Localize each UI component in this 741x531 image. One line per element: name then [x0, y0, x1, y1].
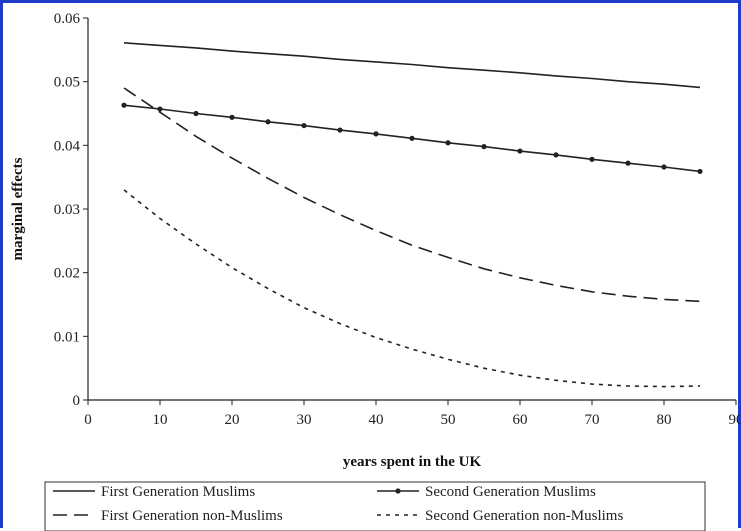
axes [87, 18, 736, 401]
legend-box [44, 481, 706, 531]
series-line-1 [123, 42, 701, 89]
ticks-layer: 0 10 20 30 40 50 60 70 80 90 0 0.01 0.02 0.03 0.04 0.05… [54, 11, 741, 428]
legend-label-2: Second Generation Muslims [425, 484, 596, 500]
series-point-2 [193, 110, 199, 117]
series-point-2 [481, 144, 487, 150]
y-tick-label: 0.05 [54, 75, 80, 91]
y-tick-label: 0.06 [54, 11, 81, 27]
series-line-3 [123, 87, 701, 303]
y-tick-label: 0 [73, 393, 81, 409]
legend-label-4: Second Generation non-Muslims [425, 508, 623, 524]
series-point-2 [373, 131, 379, 137]
series-point-2 [517, 148, 523, 154]
x-tick-label: 50 [441, 412, 456, 428]
legend: First Generation Muslims Second Generatio… [44, 481, 706, 531]
y-tick-label: 0.03 [54, 202, 80, 218]
x-tick-label: 80 [657, 412, 672, 428]
series-point-2 [625, 160, 631, 166]
y-tick-label: 0.01 [54, 329, 80, 345]
legend-marker [395, 488, 401, 494]
x-tick-label: 0 [84, 412, 92, 428]
series-point-2 [589, 156, 595, 162]
series-point-2 [265, 119, 271, 125]
series-point-2 [157, 106, 163, 112]
legend-label-1: First Generation Muslims [101, 484, 255, 500]
series-point-2 [409, 135, 415, 141]
series-point-2 [661, 164, 667, 170]
series-point-2 [553, 152, 559, 158]
legend-label-3: First Generation non-Muslims [101, 508, 283, 524]
series-line-4 [123, 189, 701, 388]
series-layer [121, 42, 703, 388]
x-tick-label: 20 [225, 412, 240, 428]
series-point-2 [301, 122, 307, 129]
series-point-2 [229, 114, 235, 120]
y-axis-title: marginal effects [10, 157, 26, 260]
x-tick-label: 90 [729, 412, 741, 428]
x-tick-label: 40 [369, 412, 384, 428]
series-point-2 [337, 127, 343, 133]
x-tick-label: 70 [585, 412, 600, 428]
series-point-2 [697, 168, 703, 175]
series-point-2 [445, 140, 451, 146]
x-tick-label: 10 [153, 412, 168, 428]
y-tick-label: 0.02 [54, 266, 80, 282]
x-tick-label: 30 [297, 412, 312, 428]
series-point-2 [121, 102, 127, 108]
y-tick-label: 0.04 [54, 138, 81, 154]
x-tick-label: 60 [513, 412, 528, 428]
x-axis-title: years spent in the UK [343, 454, 482, 470]
